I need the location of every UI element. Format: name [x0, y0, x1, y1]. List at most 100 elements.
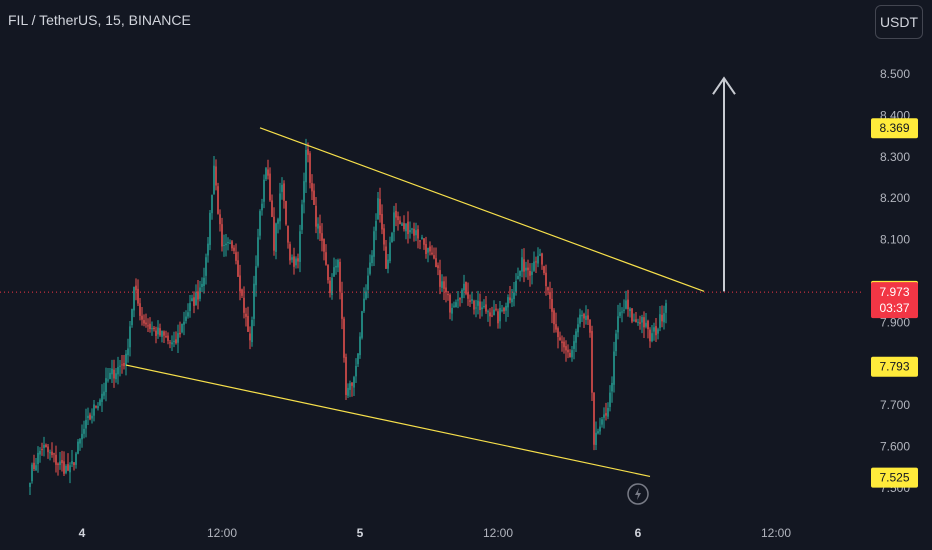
candle-body: [523, 259, 525, 272]
candle-body: [403, 223, 405, 230]
candle-body: [455, 302, 457, 308]
candle-body: [269, 173, 271, 201]
candle-body: [597, 431, 599, 434]
candle-body: [347, 387, 349, 396]
candle-body: [585, 315, 587, 320]
candle-body: [611, 382, 613, 392]
candle-body: [529, 270, 531, 276]
candle-body: [451, 308, 453, 314]
candle-body: [657, 329, 659, 334]
price-axis[interactable]: 8.5008.4008.3008.2008.1007.9007.7007.600…: [880, 67, 910, 495]
candle-body: [75, 453, 77, 465]
candle-body: [593, 392, 595, 445]
candle-body: [569, 352, 571, 358]
candle-body: [587, 315, 589, 320]
price-tick-label: 8.100: [880, 233, 910, 247]
price-level-tag: [871, 118, 918, 139]
candle-body: [171, 342, 173, 345]
candle-body: [93, 404, 95, 416]
candle-body: [389, 242, 391, 262]
candle-body: [425, 244, 427, 255]
candle-body: [381, 213, 383, 230]
candle-body: [31, 464, 33, 482]
candle-body: [397, 216, 399, 221]
candle-body: [159, 328, 161, 336]
candle-body: [385, 246, 387, 269]
candle-body: [663, 313, 665, 323]
candle-body: [355, 365, 357, 377]
candle-body: [377, 198, 379, 220]
candle-body: [173, 340, 175, 342]
time-axis[interactable]: 4 12:00 5 12:00 6 12:00: [79, 526, 792, 540]
candle-body: [651, 333, 653, 342]
candle-body: [145, 322, 147, 325]
candle-body: [333, 267, 335, 277]
candle-body: [163, 331, 165, 336]
candle-body: [293, 256, 295, 267]
candle-body: [525, 267, 527, 271]
candle-body: [373, 231, 375, 257]
time-tick-label: 12:00: [483, 526, 513, 540]
candle-body: [309, 153, 311, 183]
candle-body: [55, 454, 57, 465]
candle-body: [143, 320, 145, 324]
candle-body: [447, 294, 449, 296]
candle-body: [605, 413, 607, 416]
candle-body: [261, 203, 263, 211]
candle-body: [331, 277, 333, 295]
candle-body: [97, 406, 99, 409]
candle-body: [89, 414, 91, 420]
trendline-lower: [125, 364, 651, 477]
candle-body: [565, 346, 567, 351]
candle-body: [589, 319, 591, 333]
candle-body: [633, 319, 635, 321]
candle-body: [461, 289, 463, 298]
candle-body: [341, 292, 343, 319]
candle-body: [141, 315, 143, 320]
candle-body: [369, 262, 371, 274]
price-level-value: 7.793: [879, 360, 909, 374]
candle-body: [215, 166, 217, 186]
candle-body: [191, 298, 193, 302]
candle-body: [555, 324, 557, 330]
candle-body: [255, 266, 257, 286]
candle-body: [335, 265, 337, 268]
candle-body: [303, 181, 305, 203]
currency-button[interactable]: USDT: [875, 5, 923, 39]
candle-body: [439, 270, 441, 287]
price-tick-label: 7.900: [880, 315, 910, 329]
candle-body: [503, 307, 505, 312]
candle-body: [339, 261, 341, 292]
candle-body: [305, 150, 307, 183]
candle-body: [623, 309, 625, 311]
candle-body: [625, 300, 627, 309]
candle-body: [417, 229, 419, 239]
candle-body: [431, 252, 433, 255]
candle-body: [471, 299, 473, 301]
candle-body: [659, 314, 661, 328]
candle-body: [481, 307, 483, 310]
candle-body: [247, 315, 249, 332]
candle-body: [499, 307, 501, 322]
candle-body: [265, 168, 267, 180]
candle-body: [407, 221, 409, 235]
candle-body: [419, 240, 421, 242]
candle-body: [235, 252, 237, 261]
candle-body: [399, 220, 401, 224]
candle-body: [609, 392, 611, 407]
candle-body: [413, 228, 415, 236]
candle-body: [327, 265, 329, 281]
candle-body: [211, 195, 213, 214]
price-tick-label: 8.300: [880, 150, 910, 164]
candle-body: [195, 292, 197, 306]
candle-body: [205, 257, 207, 276]
candle-body: [665, 303, 667, 313]
candle-body: [233, 247, 235, 251]
candle-body: [53, 453, 55, 455]
candle-body: [489, 312, 491, 317]
time-tick-label: 5: [357, 526, 364, 540]
candle-body: [511, 298, 513, 303]
price-level-value: 7.525: [879, 471, 909, 485]
candle-body: [201, 283, 203, 287]
